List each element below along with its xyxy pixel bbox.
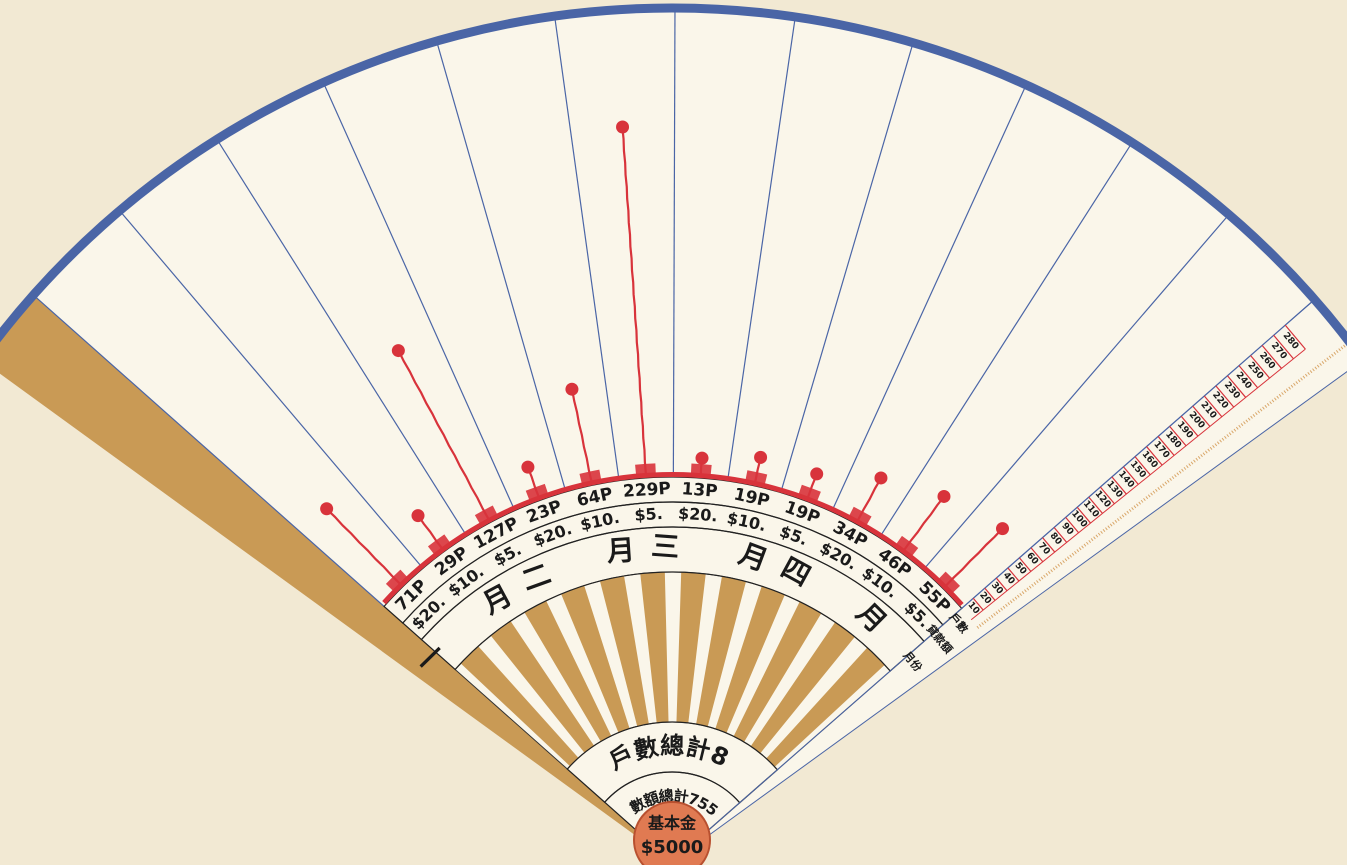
segment-divider <box>780 46 913 493</box>
gold-spoke <box>524 600 612 742</box>
segment-divider <box>324 85 516 511</box>
spike-dot <box>695 451 709 465</box>
loan-label: $20. <box>677 504 718 526</box>
segment-divider <box>35 297 385 607</box>
gold-strip <box>0 297 643 839</box>
scale-tick <box>1042 537 1056 553</box>
segment-divider <box>726 20 796 482</box>
spike-dot <box>810 467 824 481</box>
gold-spoke <box>561 585 630 733</box>
gold-spoke <box>460 646 579 767</box>
fan-body <box>0 3 1347 839</box>
scale-tick <box>1192 405 1211 427</box>
scale-tick <box>1146 446 1163 466</box>
segment-divider <box>554 19 620 481</box>
scale-tick <box>1134 456 1151 476</box>
scale-tick <box>1180 415 1199 437</box>
scale-tick <box>1273 334 1294 360</box>
fund-title: 基本金 <box>647 814 697 833</box>
loan-label: $5. <box>634 504 664 525</box>
spike-dot <box>754 450 768 464</box>
scale-tick <box>1157 436 1175 456</box>
scale-tick <box>1111 476 1127 495</box>
spike-dot <box>521 460 535 474</box>
scale-tick <box>1122 466 1139 485</box>
scale-tick <box>1053 527 1068 543</box>
scale-tick <box>1215 385 1235 408</box>
scale-tick <box>1007 567 1020 582</box>
scale-edge <box>704 370 1347 839</box>
count-label: 229P <box>622 479 671 502</box>
red-baseline <box>382 471 964 607</box>
spike-dot <box>391 344 405 358</box>
segment-divider <box>831 88 1026 512</box>
scale-tick <box>1065 516 1080 534</box>
scale-tick <box>1203 395 1223 418</box>
fund-seal <box>633 801 711 865</box>
gold-spoke <box>750 622 855 754</box>
segment-divider <box>878 145 1131 538</box>
segment-divider <box>922 217 1227 571</box>
spike-dot <box>616 120 630 134</box>
scale-tick <box>972 597 984 611</box>
scale-tick <box>1030 547 1044 563</box>
segment-divider <box>437 44 567 493</box>
scale-edge <box>701 301 1312 837</box>
gold-spoke <box>676 572 706 723</box>
gold-spoke <box>490 621 595 753</box>
count-label: 13P <box>681 479 719 502</box>
scale-rule <box>976 343 1347 629</box>
spike <box>417 514 443 549</box>
spike-dot <box>320 502 334 516</box>
spike-dot <box>565 382 579 396</box>
spike <box>903 495 946 551</box>
spike-dot <box>411 509 425 523</box>
gold-spoke <box>766 647 885 767</box>
gold-spoke <box>715 586 785 734</box>
scale-axis <box>970 348 1306 621</box>
scale-tick <box>1250 355 1271 379</box>
scale-tick <box>995 577 1008 592</box>
scale-tick <box>1169 425 1187 447</box>
scale-tick <box>1284 324 1306 350</box>
gold-spoke <box>733 601 822 742</box>
segment-divider <box>121 213 424 569</box>
spike <box>621 126 647 474</box>
segment-divider <box>218 142 468 537</box>
spike <box>856 477 883 521</box>
spike <box>325 508 401 585</box>
scale-tick <box>1226 375 1247 398</box>
scale-tick <box>1261 345 1282 369</box>
gold-spoke <box>599 575 649 727</box>
scale-tick <box>1238 365 1259 389</box>
spike <box>397 349 490 520</box>
fund-value: $5000 <box>641 837 704 858</box>
scale-tick <box>1088 496 1103 514</box>
scale-tick <box>1099 486 1115 505</box>
scale-tick <box>984 587 996 601</box>
spike-dot <box>874 471 888 485</box>
segment-divider <box>672 12 676 478</box>
spike-dot <box>996 522 1010 536</box>
outer-border <box>0 3 1347 347</box>
gold-spoke <box>640 572 669 723</box>
gold-spoke <box>696 576 746 727</box>
spike <box>571 388 593 482</box>
spike <box>945 527 1004 587</box>
scale-tick <box>1018 557 1032 572</box>
scale-tick <box>1076 506 1092 524</box>
spike-dot <box>937 489 951 503</box>
